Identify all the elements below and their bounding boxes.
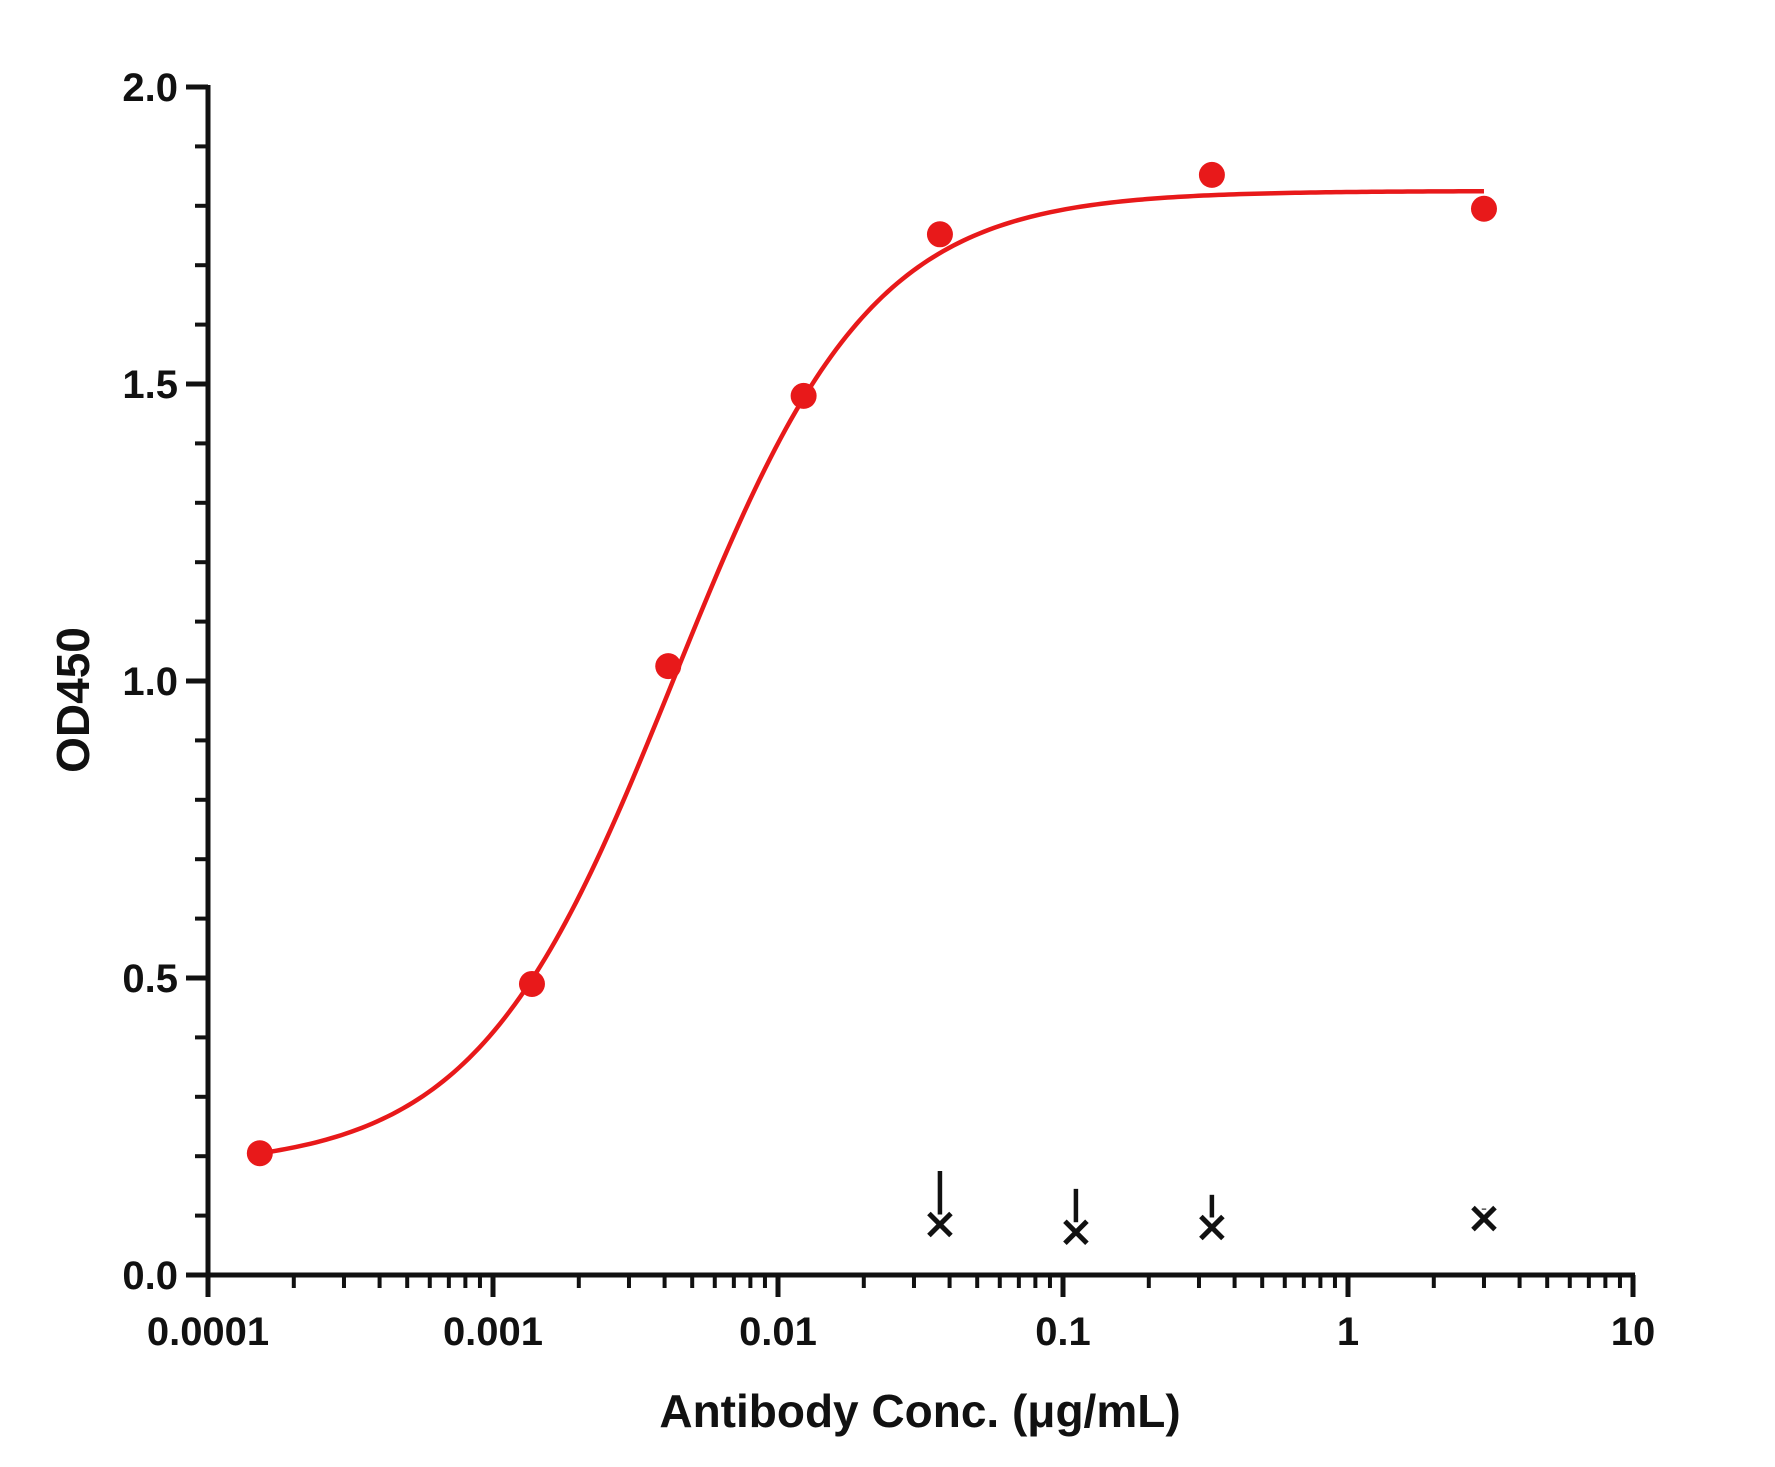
y-tick-label: 1.0 — [122, 660, 178, 704]
cross-point — [1063, 1219, 1089, 1245]
fit-curve — [259, 188, 1484, 1156]
y-axis-title: OD450 — [47, 627, 99, 773]
x-tick-label: 0.0001 — [147, 1310, 269, 1354]
x-tick-label: 0.1 — [1035, 1310, 1091, 1354]
data-point — [655, 653, 682, 680]
y-tick-label: 1.5 — [122, 363, 178, 407]
x-axis-title: Antibody Conc. (μg/mL) — [659, 1385, 1180, 1437]
x-tick-label: 0.01 — [739, 1310, 817, 1354]
cross-point — [927, 1211, 953, 1238]
data-point — [518, 970, 545, 997]
y-tick-label: 0.0 — [122, 1254, 178, 1298]
fit-layer — [259, 188, 1484, 1156]
x-tick-label: 0.001 — [443, 1310, 543, 1354]
axes-layer: 0.0 0.5 1.0 1.5 2.0 0.0001 0.001 0.01 0.1 1 10 — [122, 66, 1655, 1354]
y-tick-label: 0.5 — [122, 957, 178, 1001]
y-tick-label: 2.0 — [122, 66, 178, 110]
data-point — [1470, 195, 1497, 222]
cross-point — [1471, 1205, 1497, 1232]
x-tick-label: 1 — [1337, 1310, 1359, 1354]
x-tick-label: 10 — [1611, 1310, 1656, 1354]
data-point — [790, 382, 817, 409]
data-point — [246, 1140, 273, 1167]
data-point — [926, 221, 953, 248]
data-point — [1198, 161, 1225, 188]
marks-layer — [246, 161, 1497, 1245]
cross-point — [1199, 1214, 1225, 1241]
